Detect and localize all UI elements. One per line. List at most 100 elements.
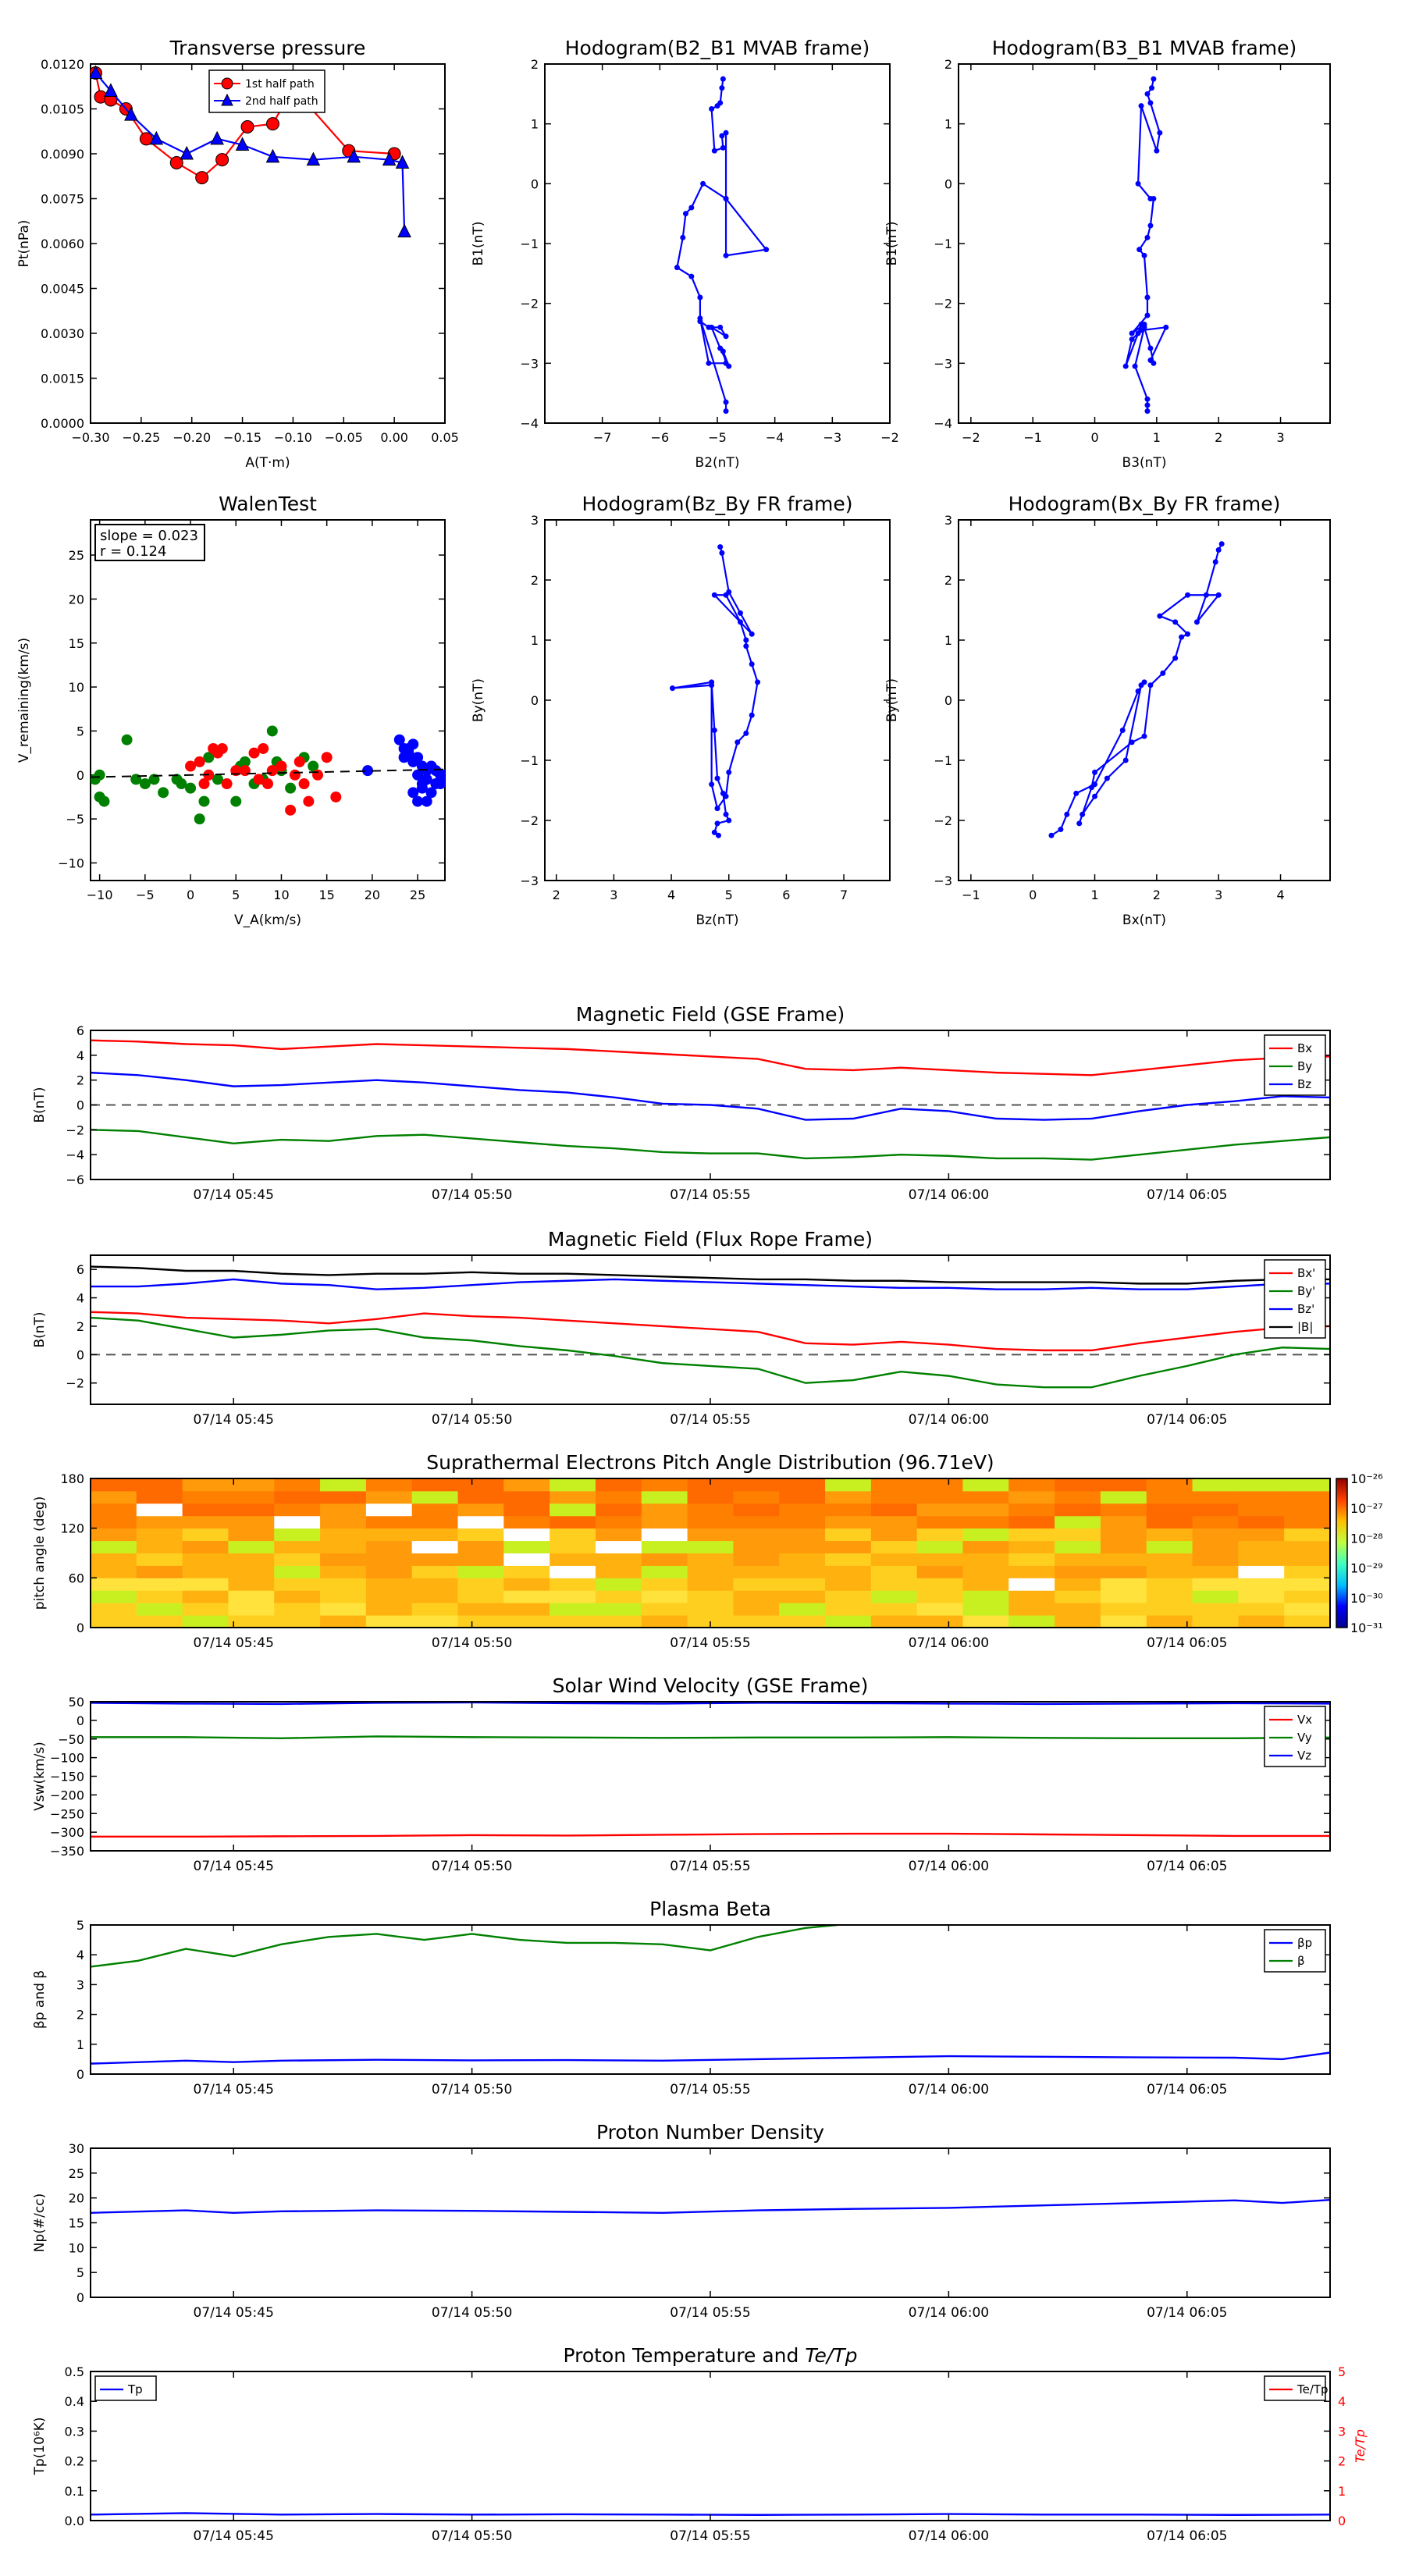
y-tick-label: 4 <box>76 1291 84 1306</box>
heatmap-cell <box>411 1528 459 1542</box>
y-tick-label: 0.2 <box>65 2454 84 2469</box>
legend-box <box>94 2375 157 2401</box>
data-point <box>124 107 138 121</box>
x-tick-label: 07/14 05:55 <box>670 2528 750 2544</box>
heatmap-cell <box>733 1615 780 1628</box>
heatmap-cell <box>962 1590 1009 1603</box>
data-layer <box>674 76 770 415</box>
scatter-point <box>298 778 310 790</box>
x-tick-label: 07/14 06:05 <box>1147 2082 1227 2097</box>
heatmap-cell <box>503 1553 550 1566</box>
data-point <box>717 324 724 330</box>
heatmap-cell <box>779 1528 826 1542</box>
data-point <box>1141 324 1147 330</box>
y-tick-label: 60 <box>69 1571 84 1585</box>
heatmap-cell <box>274 1565 321 1578</box>
legend-box <box>1264 1929 1326 1973</box>
heatmap-cell <box>1055 1590 1101 1603</box>
y-tick-label: −1 <box>934 237 952 251</box>
annotation-box <box>94 524 205 561</box>
data-point <box>1144 312 1151 318</box>
heatmap-cell <box>91 1603 137 1616</box>
x-tick-label: 07/14 05:45 <box>194 1412 274 1428</box>
heatmap-cell <box>733 1565 780 1578</box>
data-point <box>1151 360 1157 366</box>
data-point <box>1144 234 1151 240</box>
heatmap-cell <box>1192 1515 1239 1529</box>
x-tick-label: 07/14 05:50 <box>432 2528 512 2544</box>
heatmap-cell <box>1146 1540 1193 1553</box>
heatmap-cell <box>1238 1603 1285 1616</box>
heatmap-cell <box>1146 1478 1193 1492</box>
y-tick-label: 6 <box>76 1262 84 1277</box>
heatmap-cell <box>687 1503 734 1517</box>
heatmap-cell <box>550 1578 596 1591</box>
y-tick-label: −250 <box>50 1806 84 1821</box>
heatmap-cell <box>779 1515 826 1529</box>
scatter-point <box>312 769 324 781</box>
y-tick-label: 0 <box>76 1713 84 1728</box>
scatter-point <box>221 778 233 790</box>
x-tick-label: 3 <box>1215 888 1222 902</box>
data-point <box>700 180 706 187</box>
heatmap-cell <box>1146 1515 1193 1529</box>
data-point <box>1080 811 1086 817</box>
heatmap-cell <box>365 1603 413 1616</box>
data-layer <box>91 2199 1330 2214</box>
data-point <box>210 130 224 145</box>
scatter-point <box>285 804 297 816</box>
heatmap-cell <box>1055 1553 1101 1566</box>
data-point <box>749 631 755 637</box>
scatter-point <box>139 778 151 790</box>
y-tick-label: 15 <box>69 636 84 651</box>
data-point <box>763 247 770 253</box>
y-tick-label: 0.3 <box>65 2424 84 2439</box>
series-line <box>1125 78 1168 411</box>
y-tick-label: 0.1 <box>65 2484 84 2499</box>
heatmap-cell <box>733 1528 780 1542</box>
heatmap-cell <box>365 1565 413 1578</box>
heatmap-cell <box>641 1528 688 1542</box>
heatmap-cell <box>870 1553 918 1566</box>
data-layer <box>91 1925 1330 2065</box>
x-tick-label: 07/14 06:05 <box>1147 2528 1227 2544</box>
heatmap-cell <box>1146 1590 1193 1603</box>
data-point <box>726 817 732 824</box>
scatter-point <box>412 752 424 763</box>
y-tick-label: 2 <box>531 573 539 588</box>
chart-title: Suprathermal Electrons Pitch Angle Distr… <box>426 1451 994 1474</box>
heatmap-cell <box>1238 1565 1285 1578</box>
data-point <box>680 234 686 240</box>
heatmap-cell <box>595 1553 642 1566</box>
heatmap-cell <box>274 1578 321 1591</box>
x-tick-label: 07/14 06:00 <box>909 1412 989 1428</box>
y-tick-label: 0.0000 <box>41 416 84 431</box>
heatmap-cell <box>503 1490 550 1504</box>
heatmap-cell <box>503 1478 550 1492</box>
heatmap-cell <box>1192 1540 1239 1553</box>
y-tick-label: −6 <box>66 1172 84 1187</box>
heatmap-cell <box>962 1603 1009 1616</box>
hodogram_bx_by-chart: Hodogram(Bx_By FR frame) −1 0 1 2 3 4 −3 −2 −1 0 1 2… <box>884 493 1331 928</box>
heatmap-cell <box>687 1603 734 1616</box>
scatter-point <box>253 774 265 785</box>
fit-line <box>91 768 445 778</box>
x-tick-label: 07/14 05:50 <box>432 1412 512 1428</box>
data-point <box>715 832 721 838</box>
heatmap-cell <box>779 1490 826 1504</box>
x-tick-label: 07/14 05:55 <box>670 2082 750 2097</box>
x-axis-label: Bx(nT) <box>1122 913 1166 928</box>
heatmap-cell <box>1146 1553 1193 1566</box>
x-tick-label: 0 <box>187 888 194 902</box>
data-point <box>720 790 726 796</box>
data-point <box>265 148 280 163</box>
heatmap-cell <box>962 1578 1009 1591</box>
colorbar-tick-label: 10⁻²⁸ <box>1350 1531 1383 1546</box>
data-layer <box>91 1039 1330 1161</box>
heatmap-cell <box>182 1478 229 1492</box>
chart-title: Hodogram(B3_B1 MVAB frame) <box>992 37 1297 59</box>
heatmap-cell <box>274 1603 321 1616</box>
scatter-point <box>285 782 297 794</box>
heatmap-cell <box>595 1528 642 1542</box>
heatmap-cell <box>411 1490 459 1504</box>
